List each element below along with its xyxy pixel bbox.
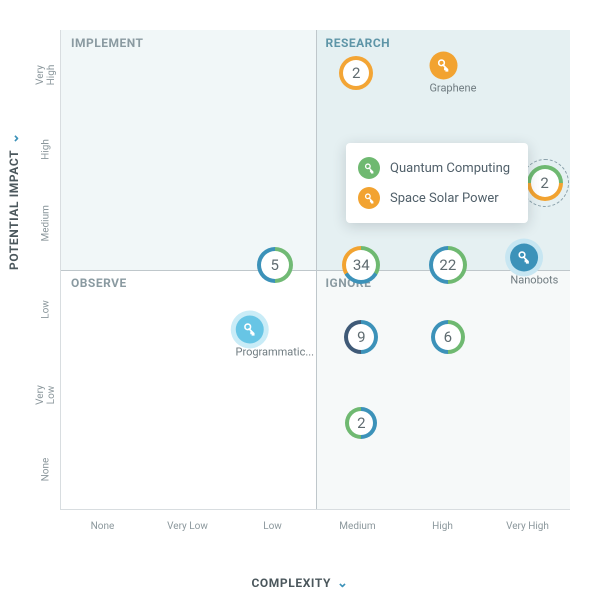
x-tick-label: Very Low: [167, 521, 208, 532]
x-tick-label: Very High: [506, 521, 549, 532]
bubble-b8[interactable]: Programmatic...: [236, 315, 315, 358]
bubble-label: Nanobots: [510, 273, 558, 286]
key-icon: [236, 315, 264, 343]
bubble-b1[interactable]: 2: [339, 56, 373, 90]
quadrant-ignore: IGNORE: [316, 270, 571, 510]
bubble-count: 2: [357, 414, 365, 432]
cluster-ring: 6: [431, 320, 465, 354]
bubble-b11[interactable]: 2: [345, 407, 377, 439]
bubble-label: Graphene: [429, 82, 476, 95]
bubble-b2[interactable]: Graphene: [429, 52, 476, 95]
x-axis-label: COMPLEXITY: [251, 576, 331, 590]
y-tick-label: Low: [41, 298, 52, 322]
bubble-count: 2: [540, 174, 548, 192]
key-icon: [358, 187, 380, 209]
chevron-down-icon: ⌄: [337, 576, 349, 591]
x-tick-label: Low: [263, 521, 282, 532]
bubble-count: 2: [352, 64, 360, 82]
cluster-ring: 22: [429, 246, 467, 284]
bubble-count: 6: [444, 328, 452, 346]
y-tick-label: High: [41, 138, 52, 162]
x-tick-label: Medium: [339, 521, 375, 532]
key-icon: [510, 243, 538, 271]
y-tick-label: Very Low: [35, 383, 57, 407]
bubble-b4[interactable]: 5: [257, 247, 293, 283]
y-axis-label: POTENTIAL IMPACT: [7, 150, 21, 270]
cluster-ring: 2: [527, 165, 563, 201]
tooltip-row[interactable]: Space Solar Power: [358, 183, 510, 213]
plot-area: IMPLEMENT RESEARCH OBSERVE IGNORE 2 Graph…: [60, 30, 570, 510]
cluster-ring: 9: [344, 320, 378, 354]
key-icon: [358, 157, 380, 179]
cluster-ring: 2: [339, 56, 373, 90]
divider-vertical: [316, 30, 317, 509]
y-tick-label: None: [41, 458, 52, 482]
quadrant-implement: IMPLEMENT: [61, 30, 316, 270]
cluster-ring: 5: [257, 247, 293, 283]
bubble-b5[interactable]: 34: [342, 246, 380, 284]
y-tick-label: Medium: [41, 218, 52, 242]
key-icon: [429, 52, 457, 80]
y-tick-label: Very High: [35, 63, 57, 87]
tooltip-label: Quantum Computing: [390, 161, 510, 176]
bubble-b7[interactable]: Nanobots: [510, 243, 558, 286]
x-tick-label: High: [432, 521, 453, 532]
quadrant-observe: OBSERVE: [61, 270, 316, 510]
tooltip-label: Space Solar Power: [390, 191, 499, 206]
quadrant-chart: POTENTIAL IMPACT ⌄ None Very Low Low Medium…: [10, 10, 590, 590]
quadrant-label: RESEARCH: [326, 36, 391, 50]
tooltip-row[interactable]: Quantum Computing: [358, 153, 510, 183]
x-tick-label: None: [91, 521, 115, 532]
x-axis-title[interactable]: COMPLEXITY ⌄: [10, 575, 590, 590]
bubble-b9[interactable]: 9: [344, 320, 378, 354]
chevron-down-icon: ⌄: [7, 132, 22, 144]
cluster-ring: 34: [342, 246, 380, 284]
quadrant-label: IMPLEMENT: [71, 36, 143, 50]
bubble-count: 34: [353, 256, 370, 274]
cluster-ring: 2: [345, 407, 377, 439]
bubble-count: 5: [271, 256, 279, 274]
bubble-b10[interactable]: 6: [431, 320, 465, 354]
quadrant-label: OBSERVE: [71, 276, 127, 290]
bubble-b6[interactable]: 22: [429, 246, 467, 284]
tooltip: Quantum Computing Space Solar Power: [346, 143, 528, 223]
y-axis-title[interactable]: POTENTIAL IMPACT ⌄: [6, 132, 21, 270]
bubble-label: Programmatic...: [236, 345, 315, 358]
bubble-count: 9: [357, 328, 365, 346]
bubble-count: 22: [439, 256, 456, 274]
